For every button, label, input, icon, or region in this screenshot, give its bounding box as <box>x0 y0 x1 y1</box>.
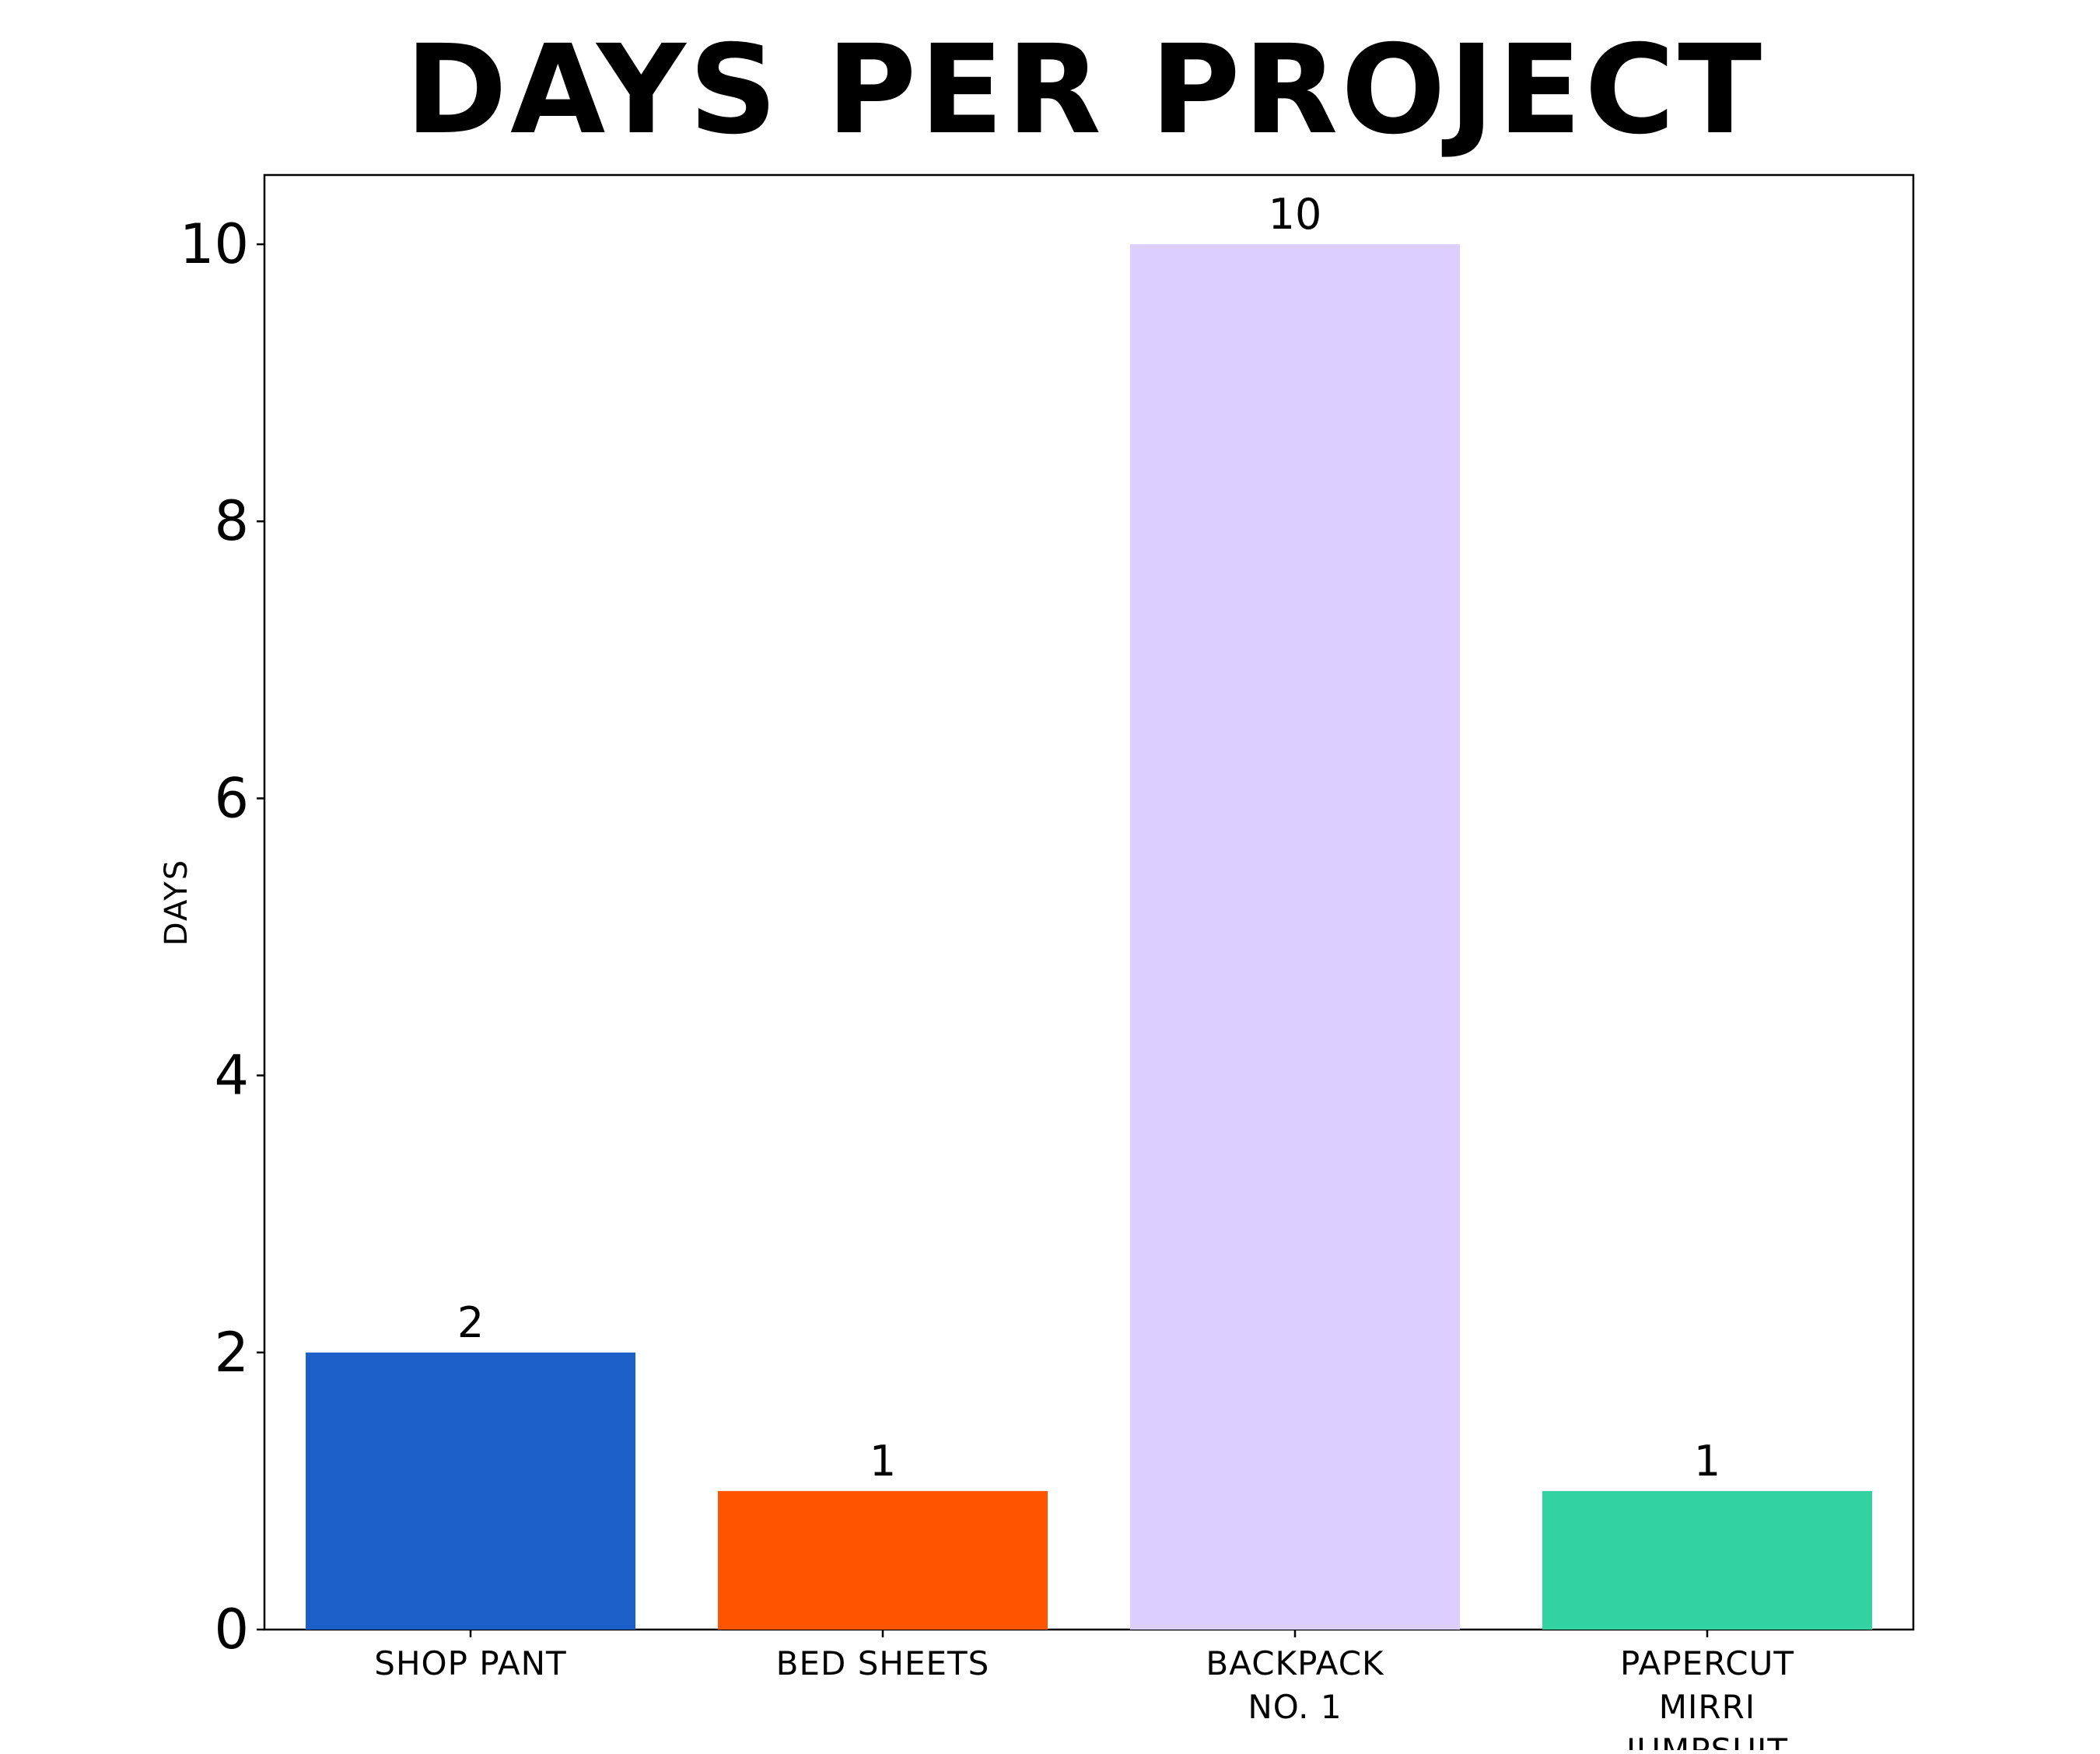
bar <box>1130 244 1460 1630</box>
x-tick-label: JUMPSUIT <box>1624 1731 1788 1750</box>
y-tick-label: 10 <box>180 212 249 276</box>
bar <box>718 1490 1048 1630</box>
y-tick-label: 4 <box>214 1044 249 1108</box>
x-tick-label: NO. 1 <box>1248 1688 1342 1726</box>
y-tick-label: 8 <box>214 489 249 553</box>
chart-title: DAYS PER PROJECT <box>405 19 1765 162</box>
y-tick-label: 2 <box>214 1321 249 1385</box>
bar <box>306 1352 635 1630</box>
bar-value-label: 2 <box>457 1298 484 1347</box>
bar <box>1542 1490 1872 1630</box>
x-tick-label: BACKPACK <box>1206 1644 1384 1682</box>
x-tick-label: SHOP PANT <box>374 1644 566 1682</box>
bar-value-label: 1 <box>870 1437 896 1486</box>
x-tick-label: PAPERCUT <box>1620 1644 1794 1682</box>
bars-group: 2 1 10 1 <box>306 190 1872 1630</box>
plot-area-frame <box>263 173 1915 1631</box>
y-tick-label: 6 <box>214 766 249 830</box>
y-axis-label: DAYS <box>159 859 194 946</box>
bar-value-label: 10 <box>1269 190 1322 239</box>
x-tick-label: MIRRI <box>1659 1688 1755 1726</box>
y-tick-label: 0 <box>214 1598 249 1661</box>
x-axis-ticks: SHOP PANT BED SHEETS BACKPACK NO. 1 PAPERCUT… <box>374 1630 1794 1754</box>
y-axis-ticks: 0 2 4 6 8 10 <box>180 212 264 1661</box>
x-tick-label: BED SHEETS <box>776 1644 990 1682</box>
bar-value-label: 1 <box>1694 1437 1720 1486</box>
